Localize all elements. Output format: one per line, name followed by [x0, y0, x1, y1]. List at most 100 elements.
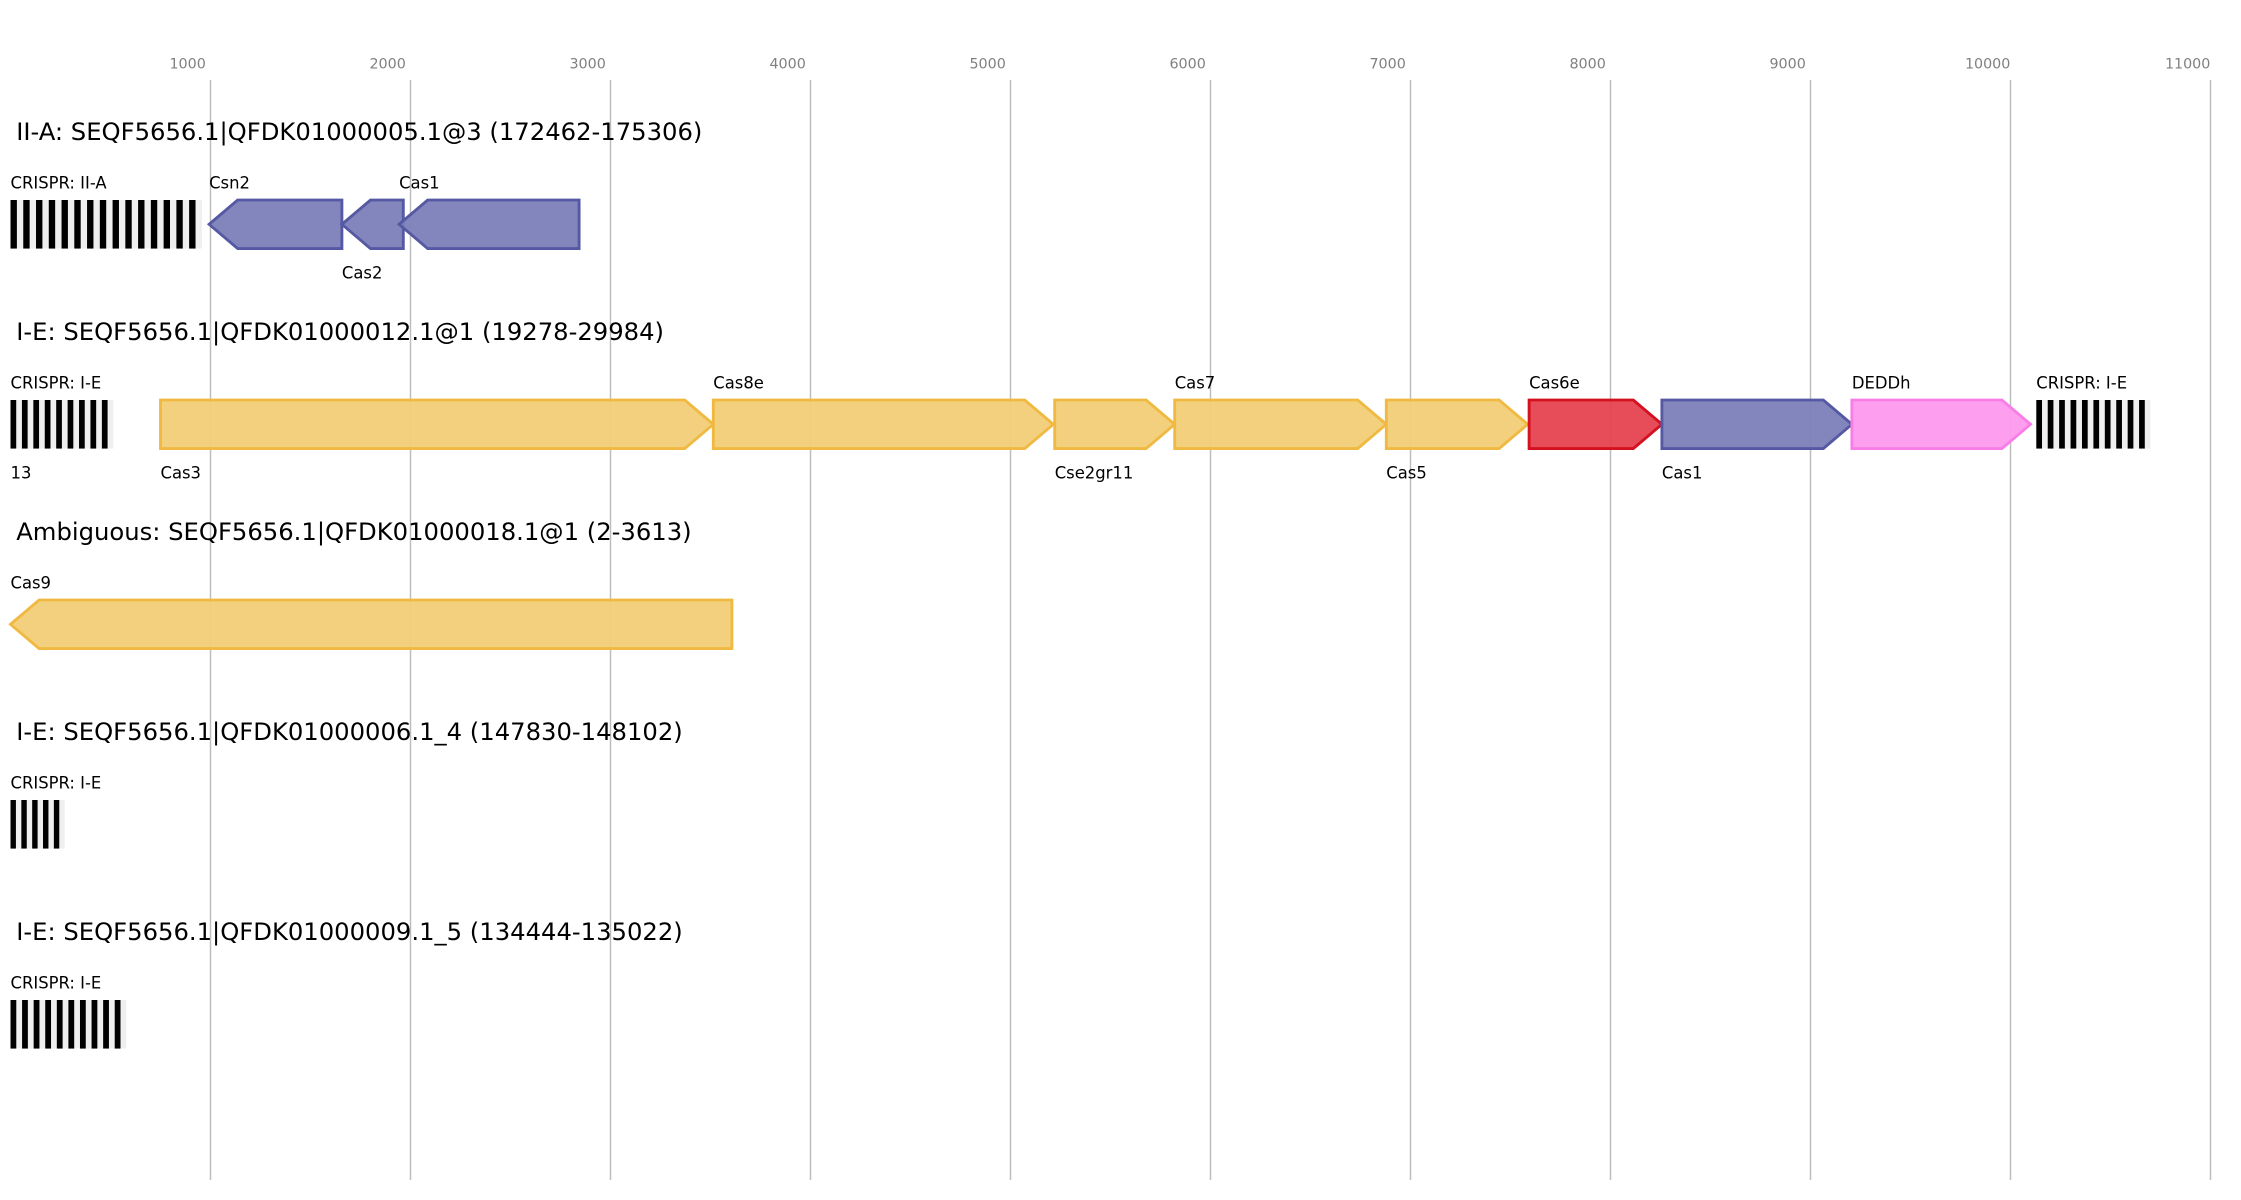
- crispr-repeat: [44, 400, 51, 449]
- feature-label: CRISPR: I-E: [11, 974, 102, 993]
- crispr-repeat: [189, 200, 196, 249]
- crispr-repeat: [91, 1000, 98, 1049]
- crispr-repeat: [2070, 400, 2077, 449]
- crispr-repeat: [10, 800, 16, 849]
- locus-title: I-E: SEQF5656.1|QFDK01000006.1_4 (147830…: [16, 717, 683, 746]
- feature-label: Cas1: [399, 174, 440, 193]
- crispr-repeat: [68, 1000, 75, 1049]
- axis-tick-label: 4000: [769, 57, 805, 73]
- crispr-repeat: [114, 1000, 121, 1049]
- crispr-repeat: [10, 1000, 17, 1049]
- crispr-array: [10, 200, 202, 249]
- axis-grid: 1000 2000 3000 4000 5000 6000 7000 8000 9000 1000…: [169, 57, 2212, 1180]
- feature-label: Cse2gr11: [1055, 464, 1134, 483]
- crispr-repeat: [2059, 400, 2065, 449]
- feature-label: CRISPR: II-A: [11, 174, 108, 193]
- feature-label: Cas6e: [1529, 374, 1580, 393]
- crispr-repeat: [2116, 400, 2122, 449]
- gene-arrow-cas8e: [711, 398, 1056, 450]
- crispr-array: [10, 400, 114, 449]
- feature-label: Cas7: [1175, 374, 1216, 393]
- locus-title: I-E: SEQF5656.1|QFDK01000009.1_5 (134444…: [16, 917, 683, 946]
- feature-label: CRISPR: I-E: [11, 774, 102, 793]
- axis-tick-label: 5000: [969, 57, 1005, 73]
- axis-tick-label: 2000: [369, 57, 405, 73]
- axis-tick-label: 6000: [1169, 57, 1205, 73]
- axis-tick-label: 3000: [569, 57, 605, 73]
- crispr-repeat: [56, 1000, 63, 1049]
- gene-arrow-cas7: [1173, 398, 1389, 450]
- crispr-repeat: [79, 1000, 86, 1049]
- feature-label: Cas2: [342, 264, 383, 283]
- feature-label: Csn2: [209, 174, 250, 193]
- extra-label: 13: [11, 464, 32, 483]
- crispr-repeat: [22, 1000, 28, 1049]
- feature-label: Cas1: [1662, 464, 1702, 483]
- gene-arrow-cas1: [396, 198, 581, 250]
- feature-label: Cas9: [11, 574, 51, 593]
- gene-arrow-deddh: [1850, 398, 2033, 450]
- crispr-repeat: [79, 400, 85, 449]
- gene-arrow-csn2: [206, 198, 344, 250]
- axis-tick-label: 10000: [1965, 57, 2010, 73]
- locus-row: Ambiguous: SEQF5656.1|QFDK01000018.1@1 (…: [8, 517, 734, 650]
- crispr-repeat: [99, 200, 107, 249]
- gene-arrow-cas9: [8, 598, 734, 650]
- crispr-repeat: [87, 200, 94, 249]
- feature-label: Cas8e: [713, 374, 764, 393]
- locus-title: II-A: SEQF5656.1|QFDK01000005.1@3 (17246…: [16, 117, 702, 146]
- crispr-repeat: [23, 200, 30, 249]
- crispr-repeat: [10, 400, 17, 449]
- crispr-repeat: [2036, 400, 2043, 449]
- crispr-repeat: [2093, 400, 2100, 449]
- crispr-repeat: [74, 200, 81, 249]
- crispr-array: [2036, 400, 2151, 449]
- locus-row: I-E: SEQF5656.1|QFDK01000009.1_5 (134444…: [10, 917, 683, 1049]
- axis-tick-label: 8000: [1569, 57, 1605, 73]
- feature-label: Cas3: [161, 464, 202, 483]
- feature-label: Cas5: [1386, 464, 1426, 483]
- crispr-repeat: [67, 400, 74, 449]
- crispr-repeat: [2139, 400, 2145, 449]
- crispr-repeat: [21, 800, 27, 849]
- axis-tick-label: 1000: [169, 57, 205, 73]
- crispr-repeat: [10, 200, 17, 249]
- crispr-array: [10, 800, 65, 849]
- crispr-repeat: [56, 400, 62, 449]
- crispr-repeat: [150, 200, 158, 249]
- crispr-repeat: [125, 200, 132, 249]
- gene-arrow-cse2gr11: [1053, 398, 1177, 450]
- crispr-repeat: [36, 200, 43, 249]
- crispr-repeat: [33, 400, 40, 449]
- locus-title: Ambiguous: SEQF5656.1|QFDK01000018.1@1 (…: [16, 517, 691, 546]
- crispr-repeat: [43, 800, 49, 849]
- gene-arrow-cas1: [1660, 398, 1855, 450]
- gene-arrow-cas5: [1384, 398, 1530, 450]
- crispr-repeat: [163, 200, 170, 249]
- loci: II-A: SEQF5656.1|QFDK01000005.1@3 (17246…: [8, 117, 2151, 1049]
- crispr-repeat: [2081, 400, 2088, 449]
- feature-label: CRISPR: I-E: [2036, 374, 2127, 393]
- crispr-repeat: [32, 800, 38, 849]
- locus-row: I-E: SEQF5656.1|QFDK01000006.1_4 (147830…: [10, 717, 683, 849]
- crispr-repeat: [61, 200, 68, 249]
- crispr-repeat: [90, 400, 97, 449]
- axis-tick-label: 9000: [1769, 57, 1805, 73]
- crispr-array: [10, 1000, 127, 1049]
- gene-arrow-cas6e: [1527, 398, 1665, 450]
- crispr-repeat: [21, 400, 28, 449]
- crispr-repeat: [33, 1000, 40, 1049]
- axis-tick-label: 11000: [2165, 57, 2210, 73]
- crispr-repeat: [101, 400, 108, 449]
- crispr-repeat: [48, 200, 56, 249]
- crispr-repeat: [2047, 400, 2054, 449]
- feature-label: DEDDh: [1852, 374, 1911, 393]
- gene-arrow-cas3: [159, 398, 716, 450]
- crispr-repeat: [103, 1000, 109, 1049]
- locus-title: I-E: SEQF5656.1|QFDK01000012.1@1 (19278-…: [16, 317, 664, 346]
- gene-arrow-cas2: [339, 198, 405, 250]
- axis-tick-label: 7000: [1369, 57, 1405, 73]
- crispr-repeat: [2104, 400, 2111, 449]
- crispr-repeat: [176, 200, 183, 249]
